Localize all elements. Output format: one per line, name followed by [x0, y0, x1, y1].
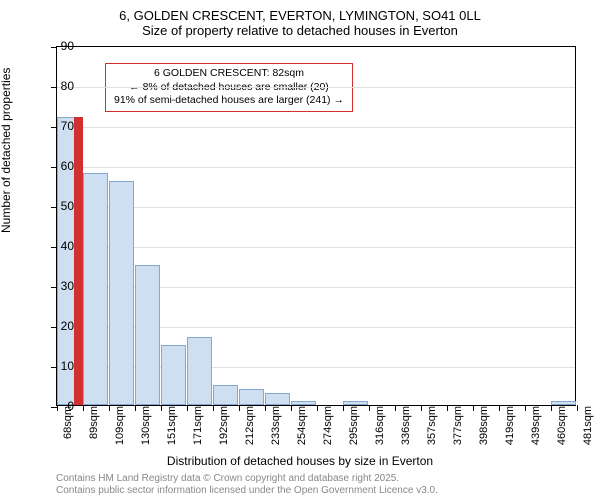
y-tick-label: 80 [44, 79, 74, 93]
histogram-bar [239, 389, 264, 405]
gridline [57, 127, 575, 128]
y-tick-label: 30 [44, 279, 74, 293]
histogram-bar [135, 265, 160, 405]
highlight-bar [74, 117, 83, 405]
x-axis-title: Distribution of detached houses by size … [0, 454, 600, 468]
annotation-line3: 91% of semi-detached houses are larger (… [114, 94, 344, 108]
x-tick-label: 336sqm [400, 406, 412, 456]
x-tick [265, 405, 266, 411]
x-tick [239, 405, 240, 411]
x-tick-label: 109sqm [114, 406, 126, 456]
chart-title-main: 6, GOLDEN CRESCENT, EVERTON, LYMINGTON, … [0, 0, 600, 23]
x-tick-label: 377sqm [452, 406, 464, 456]
x-tick [213, 405, 214, 411]
gridline [57, 247, 575, 248]
gridline [57, 87, 575, 88]
x-tick-label: 316sqm [374, 406, 386, 456]
x-tick-label: 151sqm [166, 406, 178, 456]
x-tick [551, 405, 552, 411]
chart-title-sub: Size of property relative to detached ho… [0, 23, 600, 38]
histogram-bar [83, 173, 108, 405]
x-tick-label: 212sqm [244, 406, 256, 456]
x-tick-label: 130sqm [140, 406, 152, 456]
chart-container: 6, GOLDEN CRESCENT, EVERTON, LYMINGTON, … [0, 0, 600, 500]
y-tick-label: 40 [44, 239, 74, 253]
y-tick-label: 70 [44, 119, 74, 133]
x-tick [109, 405, 110, 411]
y-tick-label: 60 [44, 159, 74, 173]
footer-line1: Contains HM Land Registry data © Crown c… [56, 473, 438, 485]
x-tick-label: 192sqm [218, 406, 230, 456]
x-tick [187, 405, 188, 411]
x-tick [499, 405, 500, 411]
x-tick [135, 405, 136, 411]
annotation-line1: 6 GOLDEN CRESCENT: 82sqm [114, 67, 344, 81]
y-tick-label: 50 [44, 199, 74, 213]
histogram-bar [109, 181, 134, 405]
x-tick-label: 171sqm [192, 406, 204, 456]
footer-line2: Contains public sector information licen… [56, 485, 438, 497]
x-tick [317, 405, 318, 411]
x-tick-label: 398sqm [478, 406, 490, 456]
x-tick [343, 405, 344, 411]
y-tick-label: 90 [44, 39, 74, 53]
x-tick [291, 405, 292, 411]
histogram-bar [343, 401, 368, 405]
x-tick [83, 405, 84, 411]
histogram-bar [265, 393, 290, 405]
x-tick-label: 481sqm [582, 406, 594, 456]
histogram-bar [213, 385, 238, 405]
x-tick-label: 89sqm [88, 406, 100, 456]
histogram-bar [187, 337, 212, 405]
y-tick-label: 10 [44, 359, 74, 373]
x-tick [577, 405, 578, 411]
histogram-bar [161, 345, 186, 405]
x-tick [525, 405, 526, 411]
x-tick-label: 419sqm [504, 406, 516, 456]
x-tick-label: 460sqm [556, 406, 568, 456]
x-tick [447, 405, 448, 411]
y-axis-title: Number of detached properties [0, 68, 13, 233]
gridline [57, 167, 575, 168]
chart-footer: Contains HM Land Registry data © Crown c… [56, 473, 438, 497]
histogram-bar [291, 401, 316, 405]
x-tick-label: 295sqm [348, 406, 360, 456]
x-tick-label: 274sqm [322, 406, 334, 456]
x-tick-label: 357sqm [426, 406, 438, 456]
gridline [57, 207, 575, 208]
x-tick [473, 405, 474, 411]
x-tick-label: 68sqm [62, 406, 74, 456]
x-tick [161, 405, 162, 411]
x-tick [421, 405, 422, 411]
x-tick-label: 233sqm [270, 406, 282, 456]
histogram-bar [551, 401, 576, 405]
x-tick [395, 405, 396, 411]
y-tick-label: 20 [44, 319, 74, 333]
plot-area: 6 GOLDEN CRESCENT: 82sqm ← 8% of detache… [56, 46, 576, 406]
x-tick-label: 254sqm [296, 406, 308, 456]
x-tick-label: 439sqm [530, 406, 542, 456]
x-tick [369, 405, 370, 411]
